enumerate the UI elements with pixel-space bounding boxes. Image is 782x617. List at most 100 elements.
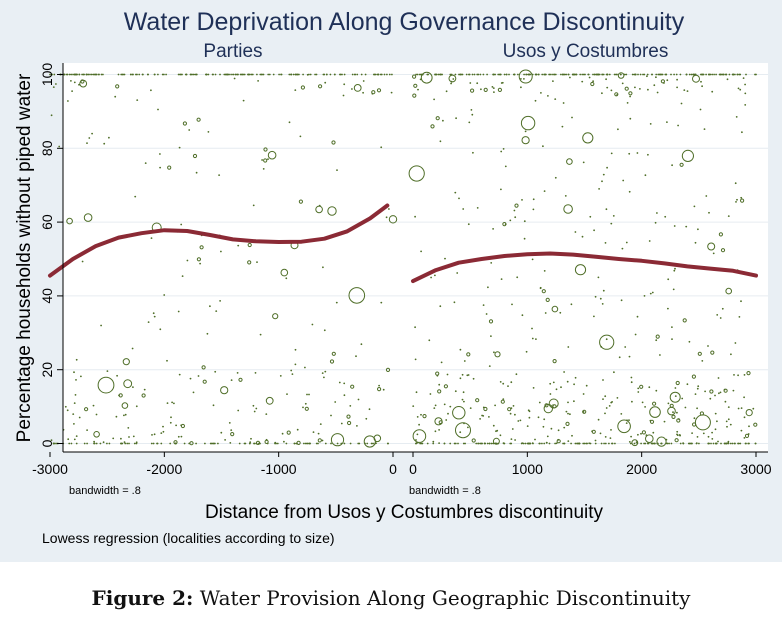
data-point — [324, 81, 327, 84]
data-point — [416, 73, 419, 76]
data-point — [123, 73, 126, 76]
data-point — [343, 442, 346, 445]
data-point — [571, 116, 573, 119]
data-point — [486, 73, 488, 76]
data-point — [696, 436, 699, 438]
data-point — [647, 88, 649, 91]
data-point — [605, 73, 608, 76]
data-point — [581, 235, 584, 238]
data-point — [53, 73, 56, 76]
data-point — [224, 439, 227, 441]
data-point — [521, 136, 530, 145]
data-point — [524, 130, 527, 133]
data-point — [640, 432, 642, 435]
data-point — [611, 442, 613, 445]
data-point — [602, 173, 605, 176]
data-point — [386, 442, 389, 445]
data-point — [153, 315, 156, 318]
data-point — [532, 387, 535, 389]
x-tick-label: 3000 — [740, 461, 771, 477]
data-point — [447, 412, 449, 415]
data-point — [95, 413, 98, 416]
data-point — [141, 393, 146, 398]
bandwidth-label: bandwidth = .8 — [69, 485, 141, 497]
data-point — [676, 434, 679, 437]
data-point — [438, 429, 440, 431]
data-point — [205, 73, 208, 76]
data-point — [740, 429, 743, 432]
data-point — [590, 81, 595, 87]
data-point — [711, 73, 714, 76]
data-point — [453, 301, 456, 304]
data-point — [304, 402, 307, 405]
data-point — [207, 73, 210, 76]
data-point — [150, 442, 153, 445]
data-point — [479, 418, 481, 420]
data-point — [538, 401, 541, 404]
data-point — [184, 73, 187, 76]
data-point — [50, 114, 53, 117]
data-point — [514, 203, 519, 208]
data-point — [300, 85, 305, 90]
data-point — [102, 441, 105, 444]
data-point — [87, 73, 90, 76]
data-point — [531, 327, 533, 330]
data-point — [214, 370, 217, 373]
data-point — [336, 442, 339, 445]
data-point — [570, 442, 572, 445]
data-point — [237, 244, 240, 247]
data-point — [585, 442, 588, 445]
data-point — [711, 431, 713, 434]
data-point — [343, 83, 346, 86]
data-point — [692, 73, 695, 76]
data-point — [507, 385, 509, 387]
data-point — [559, 311, 562, 314]
data-point — [439, 305, 442, 308]
data-point — [108, 442, 111, 445]
data-point — [675, 380, 680, 386]
data-point — [251, 73, 254, 76]
data-point — [115, 84, 120, 89]
data-point — [646, 75, 648, 78]
data-point — [754, 442, 757, 445]
data-point — [523, 73, 525, 76]
data-point — [450, 80, 453, 83]
data-point — [331, 140, 336, 145]
data-point — [327, 206, 337, 216]
data-point — [594, 295, 597, 298]
data-point — [673, 269, 676, 272]
data-point — [625, 422, 628, 424]
data-point — [303, 442, 305, 445]
data-point — [541, 73, 544, 76]
data-point — [682, 442, 684, 444]
data-point — [686, 90, 689, 92]
data-point — [160, 432, 163, 434]
data-point — [195, 73, 198, 76]
data-point — [656, 436, 667, 447]
data-point — [563, 442, 566, 445]
data-point — [526, 425, 529, 427]
data-point — [694, 393, 697, 395]
data-point — [753, 422, 758, 427]
data-point — [136, 99, 139, 101]
data-point — [335, 301, 338, 304]
data-point — [412, 74, 417, 79]
data-point — [492, 424, 495, 427]
data-point — [582, 161, 585, 164]
data-point — [549, 393, 552, 395]
data-point — [500, 278, 503, 280]
data-point — [482, 73, 485, 76]
data-point — [306, 442, 308, 445]
data-point — [671, 414, 676, 419]
data-point — [412, 405, 415, 407]
data-point — [66, 73, 69, 76]
data-point — [617, 419, 631, 434]
data-point — [330, 442, 332, 445]
data-point — [365, 417, 368, 420]
data-point — [557, 429, 560, 432]
data-point — [637, 387, 640, 390]
data-point — [521, 314, 524, 317]
data-point — [336, 169, 338, 172]
data-point — [656, 91, 659, 94]
data-point — [471, 438, 476, 443]
